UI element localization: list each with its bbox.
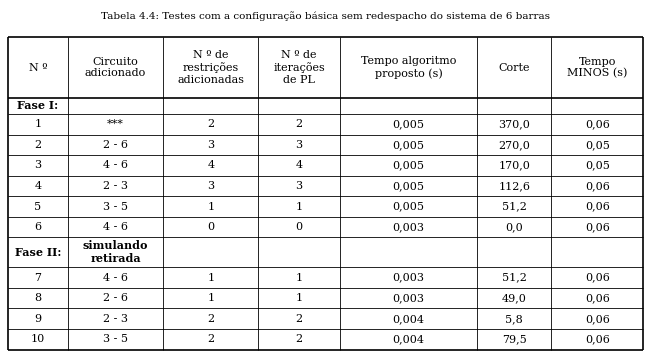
Text: 0,06: 0,06 [585,273,610,283]
Text: 0,005: 0,005 [393,140,424,150]
Text: 2 - 6: 2 - 6 [103,140,128,150]
Text: 0,004: 0,004 [393,334,424,344]
Text: Corte: Corte [499,63,530,73]
Text: 9: 9 [35,314,42,324]
Text: 0,005: 0,005 [393,119,424,129]
Text: N º: N º [29,63,47,73]
Text: 0,0: 0,0 [505,222,523,232]
Text: 0,06: 0,06 [585,222,610,232]
Text: 2: 2 [296,334,303,344]
Text: 4: 4 [207,161,214,171]
Text: 112,6: 112,6 [499,181,531,191]
Text: 2: 2 [35,140,42,150]
Text: 1: 1 [207,273,214,283]
Text: ***: *** [107,119,124,129]
Text: 49,0: 49,0 [502,293,527,303]
Text: Fase I:: Fase I: [18,100,59,111]
Text: 51,2: 51,2 [502,201,527,211]
Text: 0,06: 0,06 [585,334,610,344]
Text: 0: 0 [296,222,303,232]
Text: 0,003: 0,003 [393,222,424,232]
Text: 0,06: 0,06 [585,201,610,211]
Text: 79,5: 79,5 [502,334,527,344]
Text: 10: 10 [31,334,45,344]
Text: 4 - 6: 4 - 6 [103,161,128,171]
Text: N º de
restrições
adicionadas: N º de restrições adicionadas [177,51,244,85]
Text: 2: 2 [296,119,303,129]
Text: 3: 3 [35,161,42,171]
Text: 0,003: 0,003 [393,293,424,303]
Text: N º de
iterações
de PL: N º de iterações de PL [273,51,325,85]
Text: 0,005: 0,005 [393,181,424,191]
Text: 2: 2 [207,119,214,129]
Text: 170,0: 170,0 [499,161,531,171]
Text: 6: 6 [35,222,42,232]
Text: 2 - 3: 2 - 3 [103,181,128,191]
Text: Circuito
adicionado: Circuito adicionado [85,57,146,78]
Text: 0,06: 0,06 [585,181,610,191]
Text: 1: 1 [207,293,214,303]
Text: 2: 2 [207,314,214,324]
Text: 3: 3 [207,140,214,150]
Text: 3 - 5: 3 - 5 [103,201,128,211]
Text: 5: 5 [35,201,42,211]
Text: 1: 1 [296,201,303,211]
Text: Fase II:: Fase II: [14,247,61,258]
Text: 3 - 5: 3 - 5 [103,334,128,344]
Text: 2: 2 [207,334,214,344]
Text: 7: 7 [35,273,41,283]
Text: 4 - 6: 4 - 6 [103,273,128,283]
Text: Tempo algoritmo
proposto (s): Tempo algoritmo proposto (s) [361,56,456,79]
Text: 8: 8 [35,293,42,303]
Text: 3: 3 [296,140,303,150]
Text: Tabela 4.4: Testes com a configuração básica sem redespacho do sistema de 6 barr: Tabela 4.4: Testes com a configuração bá… [101,11,550,21]
Text: 2 - 3: 2 - 3 [103,314,128,324]
Text: 370,0: 370,0 [499,119,531,129]
Text: 1: 1 [296,273,303,283]
Text: 4: 4 [35,181,42,191]
Text: 0,06: 0,06 [585,119,610,129]
Text: 4 - 6: 4 - 6 [103,222,128,232]
Text: 3: 3 [296,181,303,191]
Text: 1: 1 [35,119,42,129]
Text: 0,05: 0,05 [585,140,610,150]
Text: 0,003: 0,003 [393,273,424,283]
Text: 0: 0 [207,222,214,232]
Text: 0,005: 0,005 [393,201,424,211]
Text: simulando
retirada: simulando retirada [83,240,148,264]
Text: 0,005: 0,005 [393,161,424,171]
Text: 5,8: 5,8 [505,314,523,324]
Text: 4: 4 [296,161,303,171]
Text: 0,05: 0,05 [585,161,610,171]
Text: 0,004: 0,004 [393,314,424,324]
Text: 1: 1 [296,293,303,303]
Text: 2: 2 [296,314,303,324]
Text: 1: 1 [207,201,214,211]
Text: 270,0: 270,0 [499,140,531,150]
Text: 0,06: 0,06 [585,293,610,303]
Text: 2 - 6: 2 - 6 [103,293,128,303]
Text: Tempo
MINOS (s): Tempo MINOS (s) [567,57,628,79]
Text: 0,06: 0,06 [585,314,610,324]
Text: 51,2: 51,2 [502,273,527,283]
Text: 3: 3 [207,181,214,191]
